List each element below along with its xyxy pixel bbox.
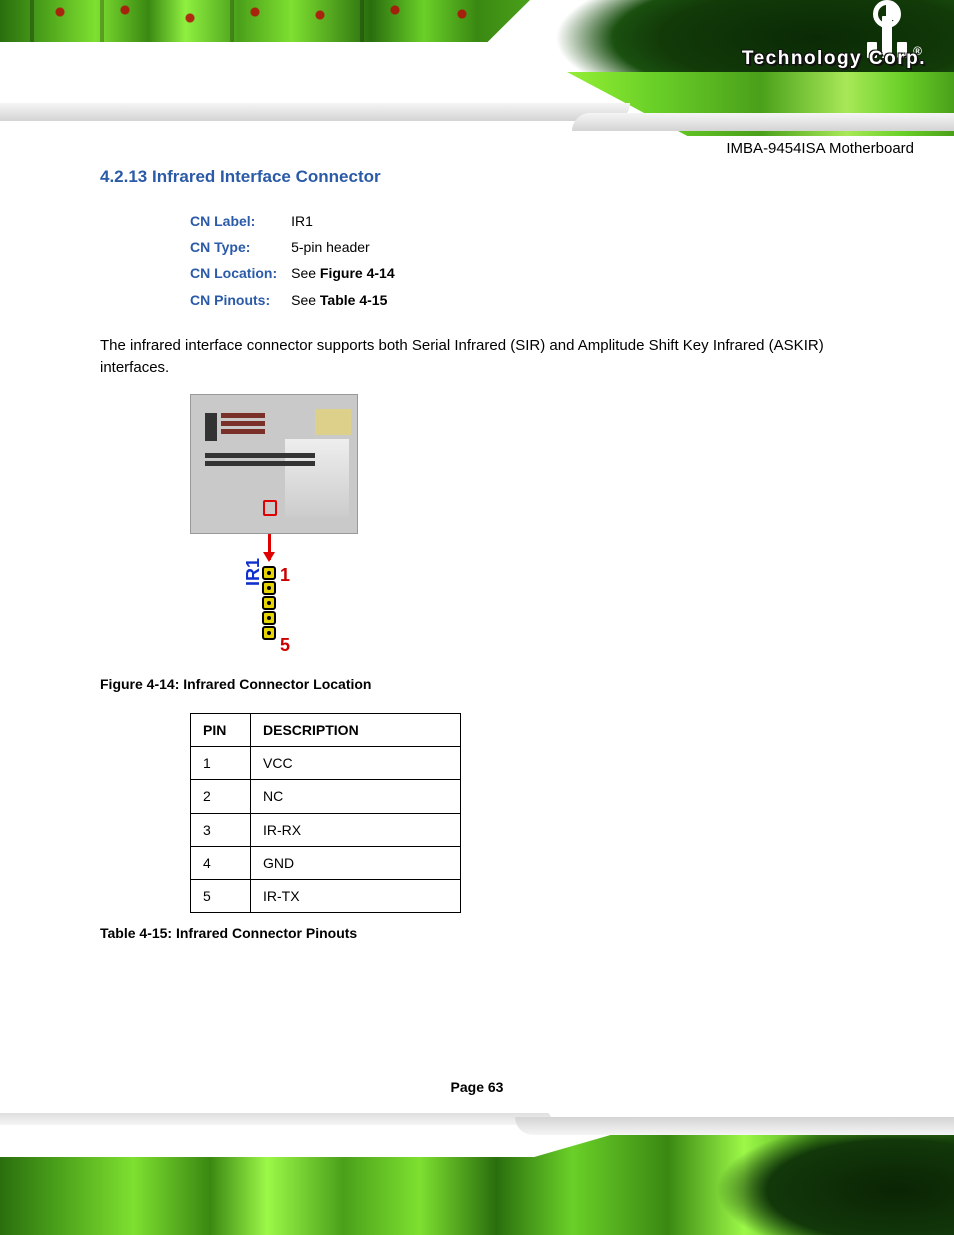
cell-desc: GND bbox=[251, 846, 461, 879]
section-heading: 4.2.13 Infrared Interface Connector bbox=[100, 165, 860, 190]
connector-highlight-box bbox=[263, 500, 277, 516]
figure-block: IR1 1 5 bbox=[190, 394, 860, 666]
connector-spec-table: CN Label: IR1 CN Type: 5-pin header CN L… bbox=[190, 208, 409, 313]
pinout-table: PIN DESCRIPTION 1VCC 2NC 3IR-RX 4GND 5IR… bbox=[190, 713, 461, 914]
spec-ref: Figure 4-14 bbox=[320, 265, 395, 281]
table-row: 2NC bbox=[191, 780, 461, 813]
arrow-down-icon bbox=[268, 534, 271, 560]
table-caption: Table 4-15: Infrared Connector Pinouts bbox=[100, 923, 860, 943]
pin-number-top: 1 bbox=[280, 562, 290, 588]
spec-prefix: See bbox=[291, 265, 320, 281]
page-content: 4.2.13 Infrared Interface Connector CN L… bbox=[100, 165, 860, 962]
spec-row: CN Label: IR1 bbox=[190, 208, 409, 234]
spec-label: CN Pinouts: bbox=[190, 287, 291, 313]
spec-value: See Table 4-15 bbox=[291, 287, 409, 313]
board-thumbnail bbox=[190, 394, 358, 534]
table-row: 1VCC bbox=[191, 746, 461, 779]
pin-number-bottom: 5 bbox=[280, 632, 290, 658]
section-title-text: Infrared Interface Connector bbox=[152, 167, 381, 186]
section-description: The infrared interface connector support… bbox=[100, 335, 860, 379]
spec-value: 5-pin header bbox=[291, 234, 409, 260]
header-gray-divider bbox=[0, 103, 954, 133]
cell-pin: 2 bbox=[191, 780, 251, 813]
spec-value: IR1 bbox=[291, 208, 409, 234]
cell-pin: 3 bbox=[191, 813, 251, 846]
col-header-pin: PIN bbox=[191, 713, 251, 746]
cell-desc: VCC bbox=[251, 746, 461, 779]
spec-row: CN Location: See Figure 4-14 bbox=[190, 260, 409, 286]
spec-prefix: See bbox=[291, 292, 320, 308]
page-number: Page 63 bbox=[451, 1079, 504, 1095]
doc-title: IMBA-9454ISA Motherboard bbox=[726, 140, 914, 157]
figure-canvas: IR1 1 5 bbox=[190, 394, 860, 666]
cell-desc: NC bbox=[251, 780, 461, 813]
footer-banner bbox=[0, 1113, 954, 1235]
header-banner: ® Technology Corp. bbox=[0, 0, 954, 135]
table-row: 3IR-RX bbox=[191, 813, 461, 846]
cell-pin: 1 bbox=[191, 746, 251, 779]
spec-label: CN Label: bbox=[190, 208, 291, 234]
figure-caption: Figure 4-14: Infrared Connector Location bbox=[100, 674, 860, 694]
col-header-desc: DESCRIPTION bbox=[251, 713, 461, 746]
table-row: 4GND bbox=[191, 846, 461, 879]
spec-row: CN Type: 5-pin header bbox=[190, 234, 409, 260]
header-pcb-strip bbox=[0, 0, 530, 42]
connector-label: IR1 bbox=[240, 558, 266, 586]
spec-value: See Figure 4-14 bbox=[291, 260, 409, 286]
table-row: 5IR-TX bbox=[191, 880, 461, 913]
cell-pin: 4 bbox=[191, 846, 251, 879]
pin-icon bbox=[262, 626, 276, 640]
cell-desc: IR-RX bbox=[251, 813, 461, 846]
cell-desc: IR-TX bbox=[251, 880, 461, 913]
table-header-row: PIN DESCRIPTION bbox=[191, 713, 461, 746]
footer-dark-swoop bbox=[694, 1135, 954, 1235]
section-number: 4.2.13 bbox=[100, 167, 147, 186]
spec-label: CN Location: bbox=[190, 260, 291, 286]
spec-ref: Table 4-15 bbox=[320, 292, 387, 308]
pin-icon bbox=[262, 611, 276, 625]
brand-tagline: Technology Corp. bbox=[742, 48, 926, 70]
cell-pin: 5 bbox=[191, 880, 251, 913]
pin-icon bbox=[262, 596, 276, 610]
spec-label: CN Type: bbox=[190, 234, 291, 260]
spec-row: CN Pinouts: See Table 4-15 bbox=[190, 287, 409, 313]
